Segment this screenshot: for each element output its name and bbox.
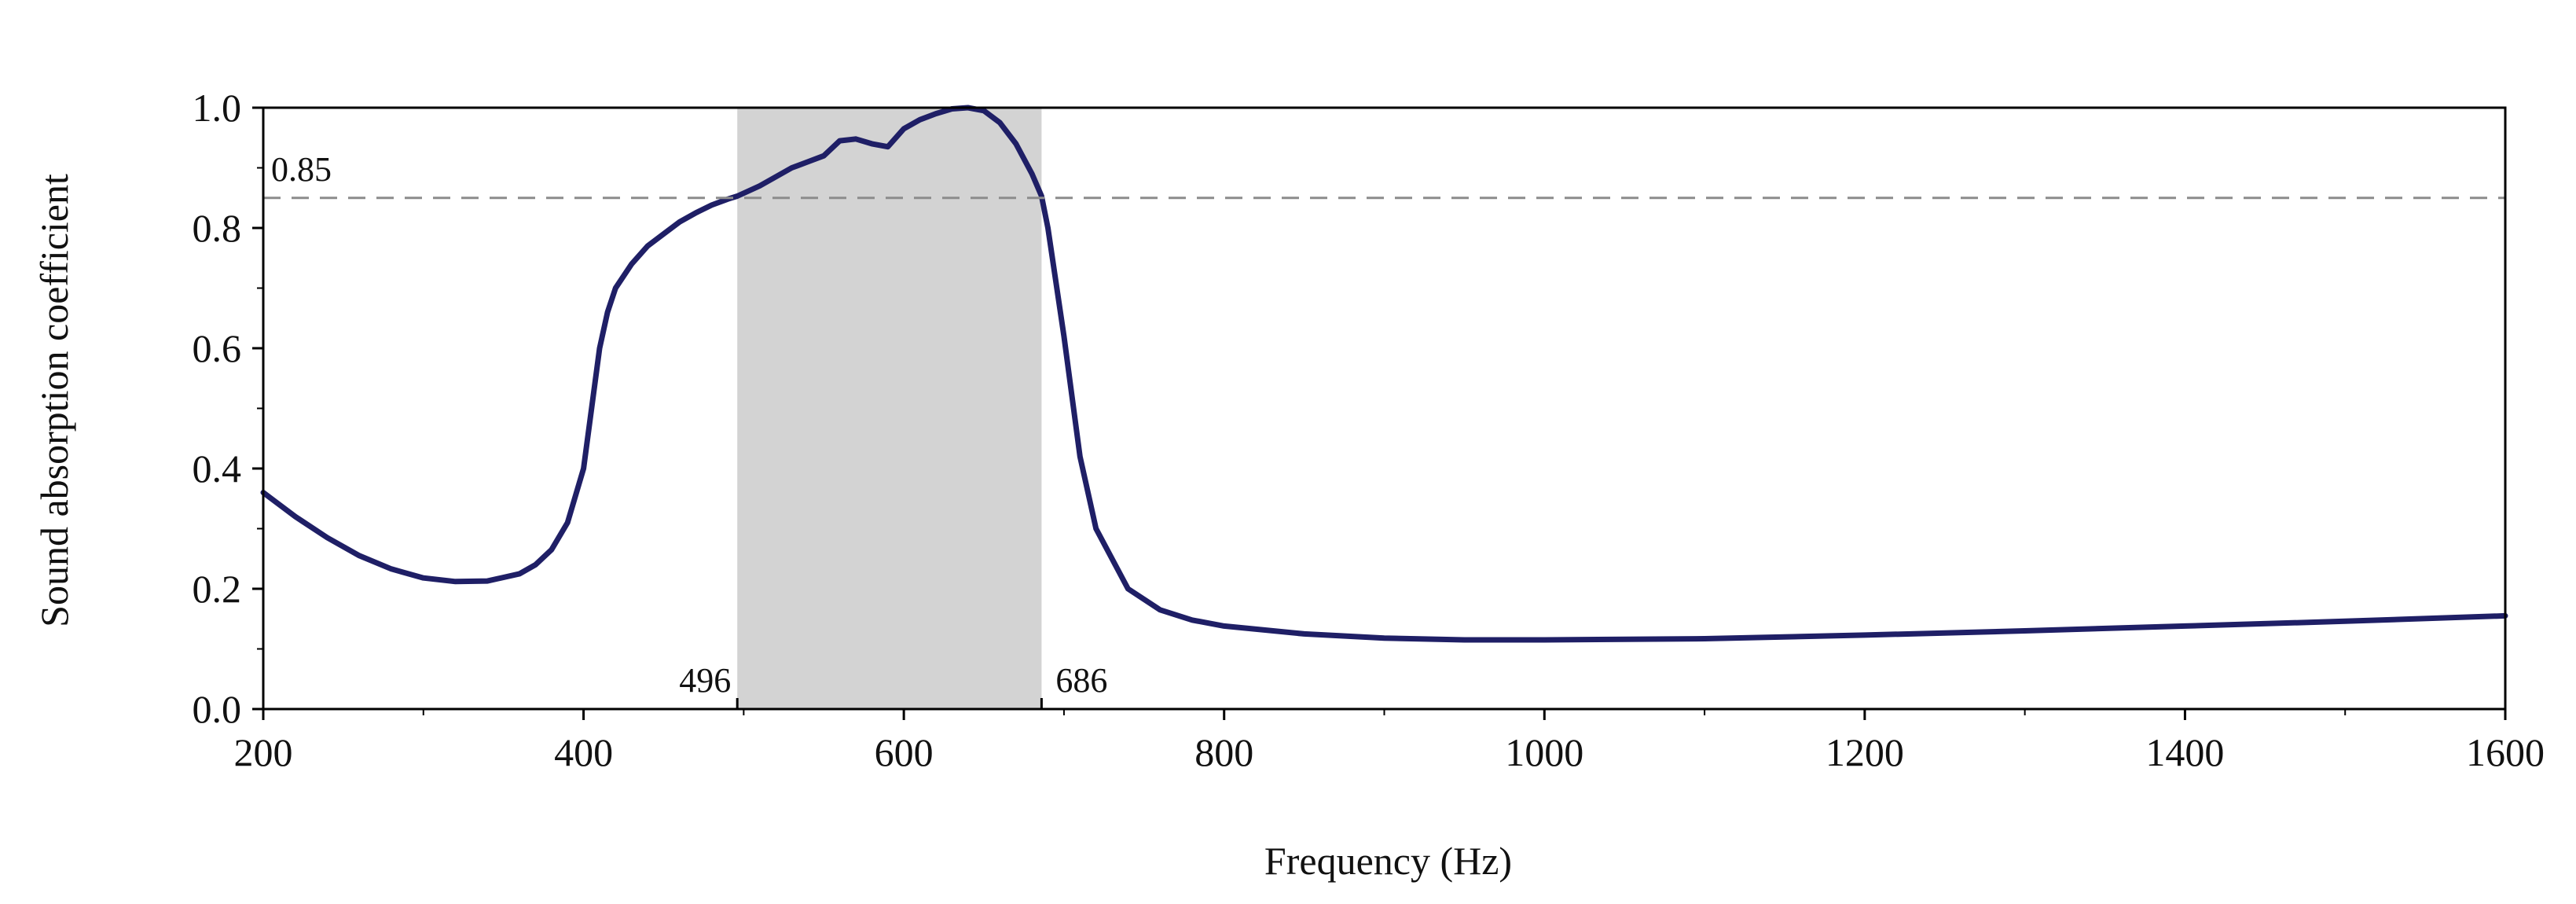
data-point [357,553,361,558]
data-point [1077,454,1082,459]
data-point [1542,638,1547,642]
data-point [645,244,650,248]
data-point [485,579,490,583]
data-point [565,520,570,525]
data-point [1382,636,1386,641]
data-point [533,562,538,567]
data-point [1190,618,1194,623]
data-point [838,138,842,143]
data-point [1222,623,1227,628]
x-tick-label: 1600 [2466,730,2545,774]
data-point [389,567,394,571]
y-tick-label: 0.6 [193,326,242,370]
y-tick-label: 0.2 [193,567,242,611]
data-point [597,346,602,351]
threshold-label: 0.85 [271,150,332,189]
data-point [605,310,610,314]
data-point [325,535,330,540]
data-point [1125,586,1130,591]
x-tick-label: 200 [234,730,293,774]
data-point [1094,527,1099,531]
data-point [934,112,938,116]
data-point [421,575,426,580]
data-point [693,211,698,215]
data-point [805,160,810,164]
data-point [1862,633,1867,638]
data-point [918,117,923,122]
data-point [789,166,794,170]
data-point [453,579,458,584]
data-point [982,108,986,113]
x-tick-label: 600 [875,730,934,774]
data-point [1062,334,1066,339]
data-point [1462,638,1466,642]
data-point [821,153,826,158]
data-point [293,514,298,519]
data-point [2023,629,2027,634]
data-point [589,406,594,410]
data-point [997,120,1002,125]
data-point [886,145,890,149]
y-tick-label: 0.0 [193,687,242,731]
data-point [613,286,618,290]
data-point [1029,171,1034,176]
band-start-label: 496 [679,661,731,700]
absorption-band [737,108,1042,709]
y-tick-label: 0.8 [193,206,242,250]
x-tick-label: 1400 [2145,730,2224,774]
data-point [517,571,522,576]
y-tick-label: 1.0 [193,86,242,130]
y-tick-label: 0.4 [193,446,242,491]
axis-layer [252,106,2507,720]
y-axis-title: Sound absorption coefficient [32,174,76,627]
data-point [758,183,762,188]
data-point [901,127,906,131]
data-point [853,137,858,141]
data-point [1702,636,1707,641]
data-point [629,262,634,266]
data-point [710,203,714,208]
data-point [2182,623,2187,628]
data-point [1158,608,1162,612]
data-point [549,547,554,552]
data-point [1046,226,1051,230]
data-point [1302,631,1307,636]
data-point [735,193,739,198]
data-point [1014,141,1018,146]
data-point [677,219,682,224]
data-point [2343,619,2347,623]
data-point [773,175,778,179]
x-tick-label: 1200 [1826,730,1904,774]
label-layer: 200 400 600 800 1000 1200 1400 1600 0.0 0.2 0.4 0.6… [32,86,2545,883]
x-tick-label: 1000 [1505,730,1583,774]
data-point [869,141,874,146]
x-tick-label: 800 [1194,730,1253,774]
band-end-label: 686 [1055,661,1107,700]
data-point [661,232,666,237]
absorption-curve [260,105,2508,643]
series-line-layer [260,105,2508,643]
x-tick-label: 400 [554,730,613,774]
x-axis-title: Frequency (Hz) [1264,839,1512,883]
frequency-band-layer [737,108,1042,709]
data-point [582,466,586,471]
